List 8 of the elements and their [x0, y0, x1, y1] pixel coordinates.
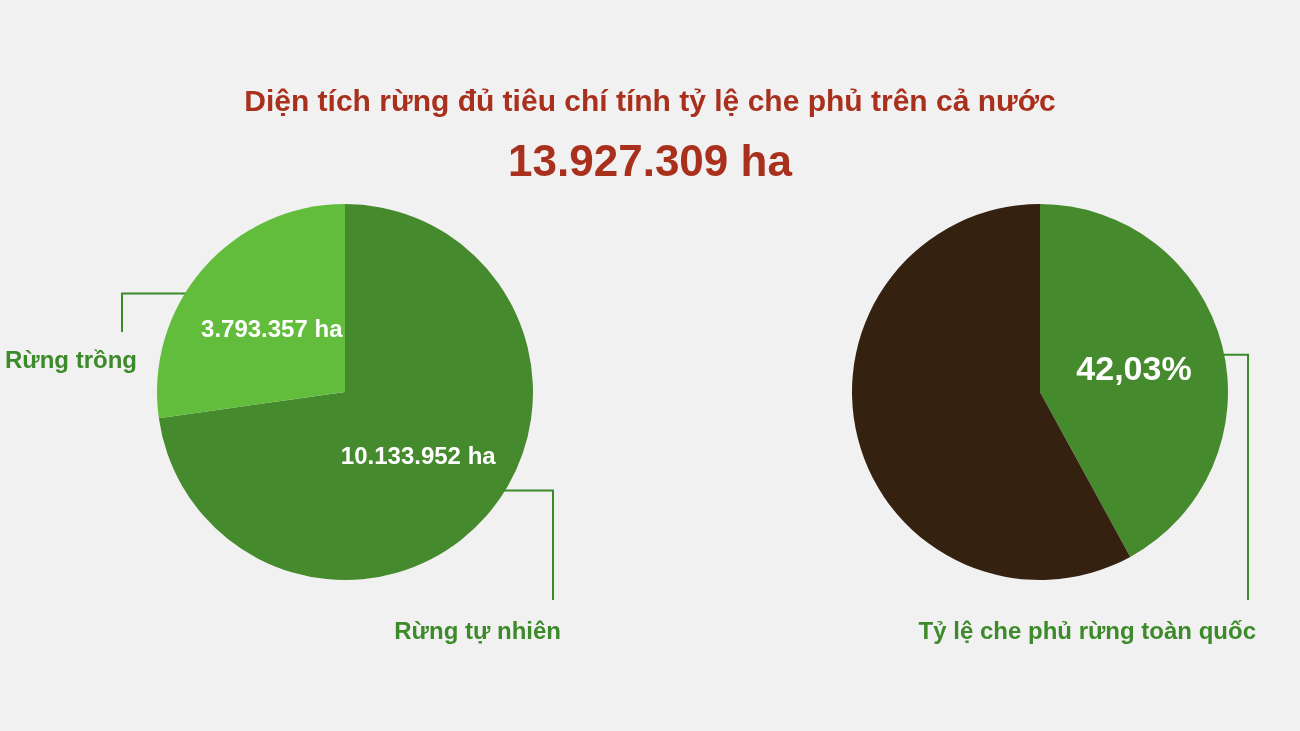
data-label: 3.793.357 ha — [201, 314, 344, 342]
slice-label: Rừng trồng — [4, 345, 137, 373]
slice-label: Tỷ lệ che phủ rừng toàn quốc — [918, 616, 1256, 644]
data-label: 10.133.952 ha — [340, 442, 497, 470]
data-label: 42,03% — [1076, 348, 1192, 387]
text: Diện tích rừng đủ tiêu chí tính tỷ lệ che phủ trên cả nước — [243, 84, 1057, 118]
slice-label: Rừng tự nhiên — [394, 616, 561, 644]
text: 13.927.309 ha — [507, 136, 794, 186]
